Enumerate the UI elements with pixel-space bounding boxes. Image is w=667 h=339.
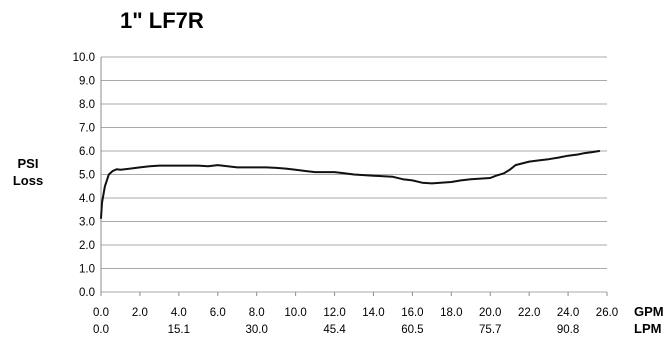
x-axis-unit-lpm: LPM: [634, 321, 661, 336]
y-tick-label: 3.0: [79, 217, 95, 229]
x-tick-label-gpm: 10.0: [284, 307, 306, 319]
y-tick-label: 0.0: [79, 287, 95, 299]
y-tick-label: 10.0: [73, 52, 95, 64]
y-tick-label: 8.0: [79, 99, 95, 111]
y-tick-label: 5.0: [79, 170, 95, 182]
x-axis-lpm-ticks: 0.0 15.1 30.0 45.4 60.5 75.7 90.8: [93, 324, 579, 336]
x-tick-label-gpm: 18.0: [440, 307, 462, 319]
x-tick-label-gpm: 2.0: [132, 307, 148, 319]
x-axis-unit-gpm: GPM: [634, 304, 664, 319]
gridlines: [100, 56, 608, 296]
x-tick-label-gpm: 22.0: [518, 307, 540, 319]
y-axis-label-line2: Loss: [13, 173, 43, 188]
x-tick-label-lpm: 45.4: [323, 324, 346, 336]
y-tick-label: 9.0: [79, 76, 95, 88]
x-tick-label-gpm: 14.0: [362, 307, 384, 319]
series-line-0: [100, 150, 601, 219]
x-tick-label-lpm: 75.7: [479, 324, 501, 336]
series-layer: [100, 150, 601, 219]
x-tick-label-gpm: 8.0: [249, 307, 265, 319]
x-tick-label-gpm: 26.0: [596, 307, 618, 319]
x-tick-label-gpm: 12.0: [323, 307, 345, 319]
y-tick-label: 7.0: [79, 123, 95, 135]
chart-title: 1" LF7R: [120, 8, 204, 33]
x-tick-label-lpm: 90.8: [557, 324, 579, 336]
y-axis-label-line1: PSI: [18, 156, 39, 171]
y-axis-ticks: 0.0 1.0 2.0 3.0 4.0 5.0 6.0 7.0 8.0 9.0 10.0: [73, 52, 95, 299]
x-tick-label-gpm: 6.0: [210, 307, 226, 319]
x-tick-label-lpm: 30.0: [245, 324, 267, 336]
y-tick-label: 1.0: [79, 264, 95, 276]
x-tick-label-gpm: 24.0: [557, 307, 579, 319]
x-tick-label-lpm: 60.5: [401, 324, 423, 336]
x-tick-label-lpm: 0.0: [93, 324, 109, 336]
y-tick-label: 6.0: [79, 146, 95, 158]
x-axis-gpm-ticks: 0.0 2.0 4.0 6.0 8.0 10.0 12.0 14.0 16.0 18.0 20.0 2…: [93, 307, 618, 319]
x-tick-label-gpm: 4.0: [171, 307, 187, 319]
x-tick-label-gpm: 16.0: [401, 307, 423, 319]
y-tick-label: 4.0: [79, 193, 95, 205]
x-tick-label-gpm: 20.0: [479, 307, 501, 319]
y-tick-label: 2.0: [79, 240, 95, 252]
x-tick-label-lpm: 15.1: [168, 324, 190, 336]
x-tick-label-gpm: 0.0: [93, 307, 109, 319]
